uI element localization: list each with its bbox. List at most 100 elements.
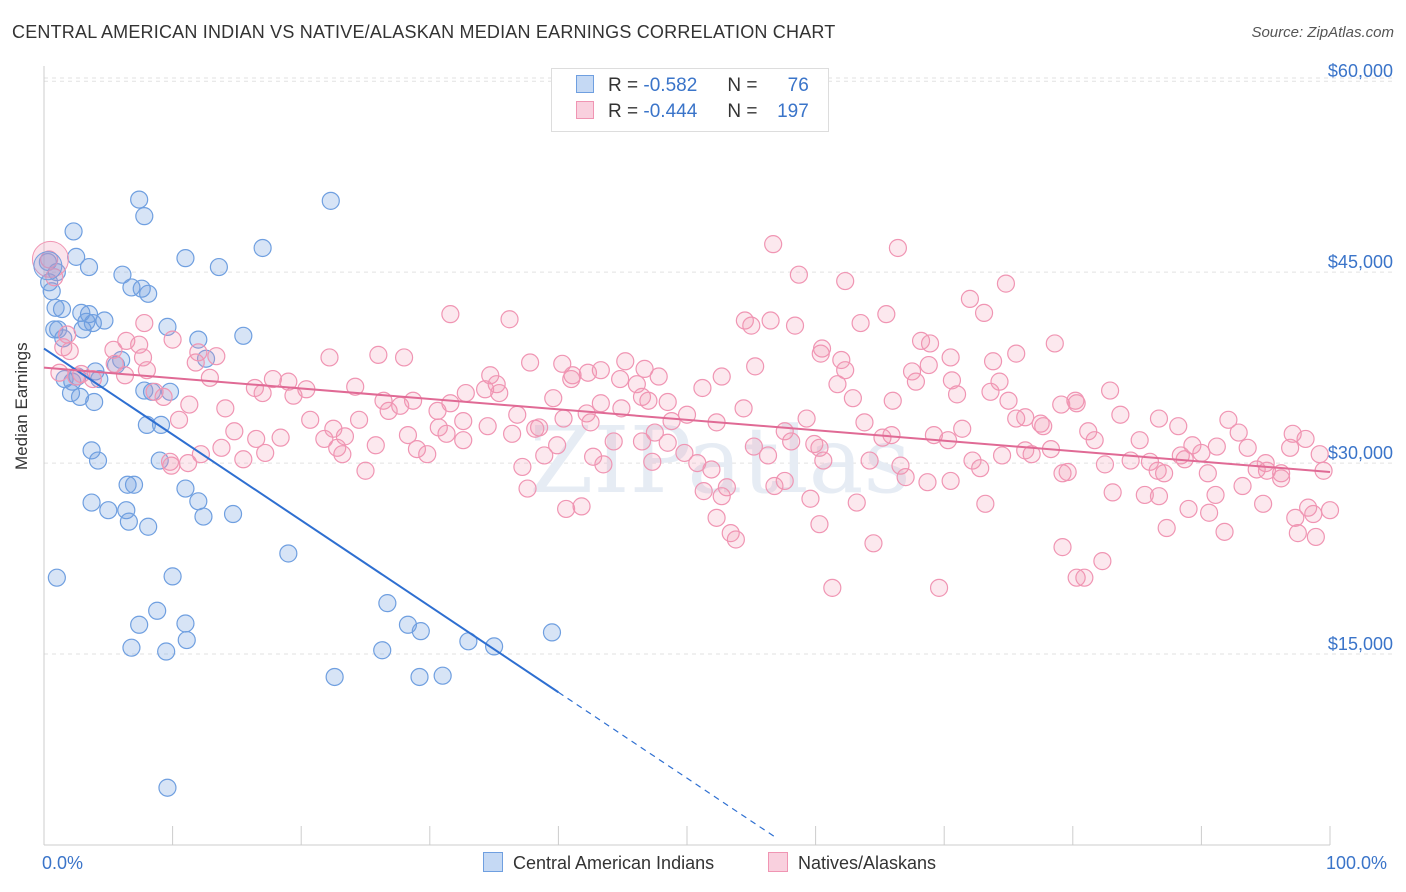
central-american-indian-point [124,475,144,494]
native-alaskan-point [1254,494,1273,513]
central-american-indian-point [139,517,158,536]
native-alaskan-point [1031,414,1050,433]
native-alaskan-point [658,433,677,452]
native-alaskan-point [1198,464,1217,483]
bottom-legend-natives-alaskans: Natives/Alaskans [768,852,936,874]
native-alaskan-point [247,429,266,449]
native-alaskan-point [487,375,506,394]
native-alaskan-point [612,399,631,418]
central-american-indian-point [176,249,195,268]
native-alaskan-point [1079,422,1098,441]
native-alaskan-point [693,378,712,398]
native-alaskan-point [707,508,726,527]
native-alaskan-point [548,436,567,455]
native-alaskan-point [990,372,1009,391]
native-alaskan-point [947,385,967,404]
central-american-indian-point [157,642,176,661]
native-alaskan-point [712,367,731,386]
native-alaskan-point [369,345,388,364]
native-alaskan-point [594,455,613,474]
native-alaskan-point [180,395,199,414]
watermark: ZIPatlas [529,407,910,514]
native-alaskan-point [518,479,537,498]
bottom-legend-swatch-pink [768,852,788,872]
native-alaskan-point [478,417,497,436]
native-alaskan-point [105,354,124,373]
central-american-indian-point [433,666,452,685]
legend-r-value: -0.582 [643,75,698,96]
central-american-indian-point [325,667,344,687]
native-alaskan-point [1233,476,1252,496]
native-alaskan-point [611,369,630,389]
central-american-indian-point [223,504,243,524]
native-alaskan-point [1310,445,1329,464]
native-alaskan-point [941,471,960,491]
native-alaskan-point [225,422,244,441]
native-alaskan-point [1229,423,1248,442]
native-alaskan-point [578,363,598,382]
central-american-indian-point [113,265,132,284]
native-alaskan-point [1206,485,1225,505]
native-alaskan-point [1149,487,1169,506]
native-alaskan-point [379,401,398,421]
native-alaskan-point [851,313,870,333]
central-american-indian-point [163,567,182,586]
native-alaskan-point [1320,501,1340,520]
native-alaskan-point [643,452,662,471]
native-alaskan-point [554,409,573,428]
legend-row-central-american-indians: R = -0.582 N = 76 [576,75,809,101]
native-alaskan-point [860,451,879,470]
native-alaskan-point [346,377,365,396]
native-alaskan-point [645,423,664,442]
native-alaskan-point [279,372,298,391]
legend-n-label: N = [727,75,758,96]
native-alaskan-point [828,375,847,394]
native-alaskan-point [974,303,994,322]
native-alaskan-point [775,471,794,491]
native-alaskan-point [960,289,980,308]
central-american-indian-trendline [43,347,559,694]
native-alaskan-point [1103,483,1122,502]
native-alaskan-point [503,424,522,443]
native-alaskan-point [544,389,563,408]
native-alaskan-point [981,382,1000,401]
native-alaskan-point [1111,405,1130,424]
native-alaskan-point [996,274,1016,293]
chart-title: CENTRAL AMERICAN INDIAN VS NATIVE/ALASKA… [12,22,836,42]
native-alaskan-point [746,357,765,376]
native-alaskan-point [836,361,855,380]
central-american-indian-point [234,326,253,345]
native-alaskan-point [764,235,783,254]
native-alaskan-point [60,341,79,361]
native-alaskan-point [263,369,283,389]
native-alaskan-point [333,445,352,464]
native-alaskan-point [635,359,654,378]
central-american-indian-point [410,667,429,687]
native-alaskan-point [1135,485,1154,505]
native-alaskan-point [1157,518,1176,538]
central-american-indian-point [117,501,136,520]
native-alaskan-point [50,363,69,382]
native-alaskan-point [271,428,290,447]
native-alaskan-point [1288,524,1307,543]
central-american-indian-point [46,298,65,317]
native-alaskan-point [765,476,784,496]
native-alaskan-point [403,391,423,410]
native-alaskan-point [896,468,915,487]
native-alaskan-point [1238,438,1257,457]
legend-n-value: 76 [787,75,809,96]
native-alaskan-point [785,316,805,335]
central-american-indian-point [373,641,392,660]
native-alaskan-point [734,399,753,418]
native-alaskan-point [942,371,962,390]
legend-swatch-pink [576,101,594,119]
native-alaskan-point [855,413,874,432]
native-alaskan-point [1016,408,1035,427]
native-alaskan-point [712,487,731,506]
native-alaskan-point [1155,464,1174,483]
native-alaskan-point [521,353,540,372]
native-alaskan-point [200,368,219,387]
central-american-indian-point [79,257,99,277]
native-alaskan-point [891,456,910,475]
central-american-indian-point [88,451,108,470]
